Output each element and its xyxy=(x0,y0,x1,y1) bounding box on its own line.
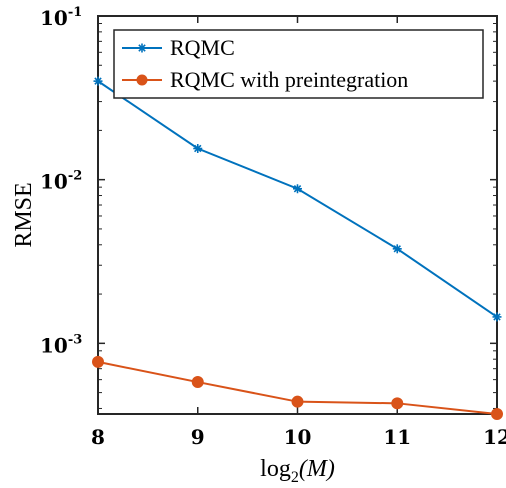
legend-marker xyxy=(137,43,147,53)
y-tick-exponent: -3 xyxy=(68,332,82,347)
legend-entry: RQMC xyxy=(122,35,235,60)
legend-label: RQMC with preintegration xyxy=(170,67,408,92)
marker-stroke xyxy=(138,44,146,52)
y-tick-exponent: -2 xyxy=(68,169,82,184)
data-point xyxy=(92,355,104,368)
y-tick-label: 10-3 xyxy=(40,332,82,357)
series-rqmc-preintegration xyxy=(92,355,503,420)
x-tick-label: 9 xyxy=(191,425,205,449)
data-point xyxy=(492,312,502,322)
marker-stroke xyxy=(393,245,401,253)
y-tick-base: 10 xyxy=(40,333,68,357)
y-tick-exponent: -1 xyxy=(68,5,82,20)
data-point xyxy=(392,244,402,254)
legend-entry: RQMC with preintegration xyxy=(122,67,408,92)
y-axis-label: RMSE xyxy=(11,182,37,247)
y-tick-base: 10 xyxy=(40,6,68,30)
x-label-argument: (M) xyxy=(299,456,335,482)
marker-stroke xyxy=(94,77,102,85)
x-tick-label: 12 xyxy=(483,425,506,449)
axes: 10-110-210-38 9 10 11 12 xyxy=(40,5,506,449)
legend-box xyxy=(113,29,484,99)
y-tick-label: 10-1 xyxy=(40,5,82,30)
marker-stroke xyxy=(293,185,302,193)
axis-labels: RMSE log2(M) xyxy=(11,182,335,486)
x-label-subscript: 2 xyxy=(291,469,299,486)
y-tick-label: 10-2 xyxy=(40,169,82,194)
marker-stroke xyxy=(194,144,202,153)
data-point xyxy=(291,395,304,408)
data-point xyxy=(491,408,503,420)
x-axis-label: log2(M) xyxy=(260,456,335,486)
x-tick-label: 10 xyxy=(284,425,312,449)
series-layer xyxy=(92,76,503,420)
x-tick-label: 8 xyxy=(91,425,105,449)
marker-stroke xyxy=(493,313,501,321)
legend-marker xyxy=(136,74,148,86)
x-label-log: log xyxy=(260,456,291,482)
y-tick-base: 10 xyxy=(40,170,68,194)
data-point xyxy=(391,397,404,410)
legend-label: RQMC xyxy=(170,35,235,60)
data-point xyxy=(193,144,203,154)
data-point xyxy=(191,376,204,389)
x-tick-label: 11 xyxy=(383,425,411,449)
series-rqmc xyxy=(93,76,502,322)
data-point xyxy=(293,184,302,194)
data-point xyxy=(93,76,103,86)
legend: RQMC RQMC with preintegration xyxy=(113,29,484,99)
